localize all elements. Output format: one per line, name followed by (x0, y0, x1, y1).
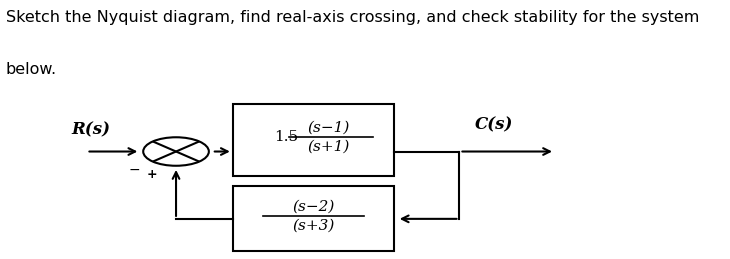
Text: (s−1): (s−1) (307, 121, 350, 135)
Text: +: + (146, 168, 157, 181)
Bar (233, 186, 393, 251)
Text: R(s): R(s) (72, 121, 111, 139)
Text: (s+3): (s+3) (292, 219, 334, 233)
Text: (s+1): (s+1) (307, 140, 350, 154)
Bar (233, 104, 393, 176)
Text: −: − (128, 163, 140, 177)
Text: Sketch the Nyquist diagram, find real-axis crossing, and check stability for the: Sketch the Nyquist diagram, find real-ax… (6, 10, 699, 25)
Text: below.: below. (6, 62, 57, 77)
Text: (s−2): (s−2) (292, 200, 334, 214)
Text: C(s): C(s) (474, 116, 512, 133)
Text: 1.5: 1.5 (274, 130, 299, 144)
